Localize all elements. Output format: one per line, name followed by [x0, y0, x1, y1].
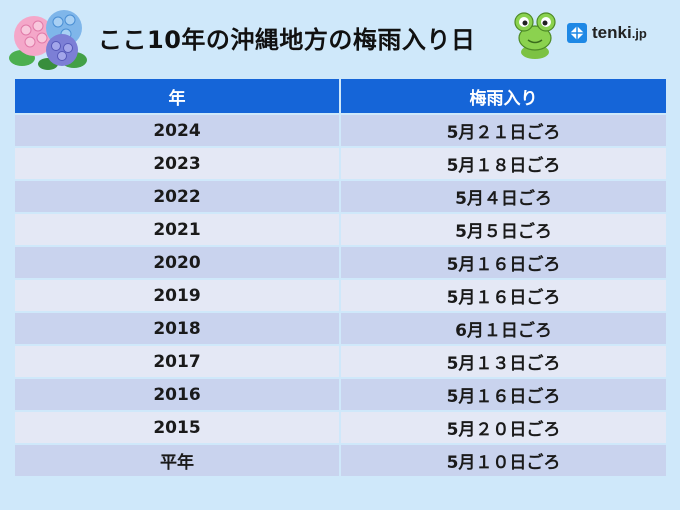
hydrangea-icon — [9, 10, 87, 70]
year-cell: 2016 — [13, 377, 341, 412]
table-row: 2016 5月１６日ごろ — [13, 377, 668, 412]
table-row: 2017 5月１３日ごろ — [13, 344, 668, 379]
table-row: 2021 5月５日ごろ — [13, 212, 668, 247]
onset-date-cell: 5月１６日ごろ — [339, 278, 668, 313]
column-header-onset: 梅雨入り — [339, 77, 668, 115]
onset-date-cell: 5月１８日ごろ — [339, 146, 668, 181]
onset-date-cell: 5月２１日ごろ — [339, 113, 668, 148]
year-cell: 2023 — [13, 146, 341, 181]
table-header-row: 年 梅雨入り — [13, 77, 668, 115]
page-title: ここ10年の沖縄地方の梅雨入り日 — [98, 26, 476, 54]
onset-date-cell: 5月１０日ごろ — [339, 443, 668, 478]
table-row: 2018 6月１日ごろ — [13, 311, 668, 346]
brand-name: tenki.jp — [592, 23, 647, 42]
table-row-normal-year: 平年 5月１０日ごろ — [13, 443, 668, 478]
table-row: 2024 5月２１日ごろ — [13, 113, 668, 148]
onset-date-cell: 5月４日ごろ — [339, 179, 668, 214]
onset-date-cell: 5月１６日ごろ — [339, 377, 668, 412]
year-cell: 2020 — [13, 245, 341, 280]
column-header-year: 年 — [13, 77, 341, 115]
onset-date-cell: 5月１６日ごろ — [339, 245, 668, 280]
table-row: 2022 5月４日ごろ — [13, 179, 668, 214]
onset-date-cell: 5月２０日ごろ — [339, 410, 668, 445]
rainy-season-table: 年 梅雨入り 2024 5月２１日ごろ 2023 5月１８日ごろ 2022 5月… — [13, 77, 668, 478]
table-row: 2020 5月１６日ごろ — [13, 245, 668, 280]
year-cell: 2019 — [13, 278, 341, 313]
onset-date-cell: 5月１３日ごろ — [339, 344, 668, 379]
frog-icon — [514, 12, 556, 59]
year-cell: 2015 — [13, 410, 341, 445]
year-cell: 2018 — [13, 311, 341, 346]
year-cell: 平年 — [13, 443, 341, 478]
year-cell: 2022 — [13, 179, 341, 214]
onset-date-cell: 6月１日ごろ — [339, 311, 668, 346]
year-cell: 2024 — [13, 113, 341, 148]
table-row: 2023 5月１８日ごろ — [13, 146, 668, 181]
table-row: 2019 5月１６日ごろ — [13, 278, 668, 313]
tenki-logo-icon — [567, 23, 587, 43]
year-cell: 2017 — [13, 344, 341, 379]
brand-logo: tenki.jp — [566, 22, 647, 44]
onset-date-cell: 5月５日ごろ — [339, 212, 668, 247]
table-row: 2015 5月２０日ごろ — [13, 410, 668, 445]
year-cell: 2021 — [13, 212, 341, 247]
